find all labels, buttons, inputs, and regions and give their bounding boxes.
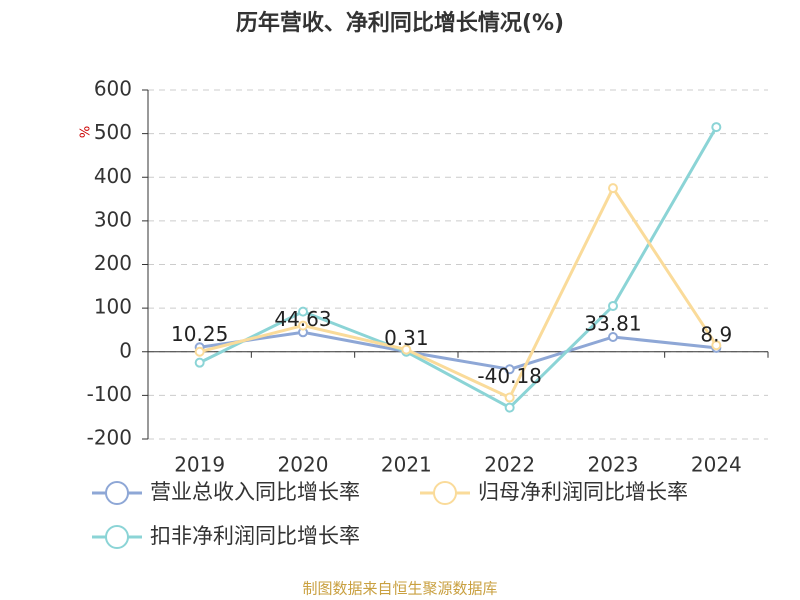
legend-marker[interactable] [433, 481, 457, 505]
data-label: 33.81 [584, 312, 641, 336]
data-point [504, 392, 515, 403]
data-point [194, 357, 205, 368]
data-point [608, 300, 618, 311]
legend-marker[interactable] [105, 525, 129, 549]
y-tick-label: 300 [94, 207, 132, 231]
data-point [711, 340, 722, 351]
legend-label[interactable]: 扣非净利润同比增长率 [150, 524, 360, 548]
x-tick-label: 2024 [691, 453, 742, 477]
y-tick-label: 600 [94, 77, 132, 101]
data-point [194, 346, 205, 357]
data-label: -40.18 [477, 364, 541, 388]
data-label: 0.31 [384, 326, 429, 350]
y-axis-label: % [79, 126, 94, 138]
series-line [199, 330, 717, 371]
y-tick-label: 500 [94, 120, 132, 144]
y-tick-label: 400 [94, 164, 132, 188]
x-tick-label: 2023 [588, 453, 639, 477]
data-point [504, 364, 515, 375]
data-label: 44.63 [274, 307, 331, 331]
legend-label[interactable]: 归母净利润同比增长率 [478, 480, 688, 504]
x-tick-label: 2020 [278, 453, 329, 477]
chart-title: 历年营收、净利同比增长情况(%) [236, 10, 564, 36]
legend-label[interactable]: 营业总收入同比增长率 [150, 480, 360, 504]
y-tick-label: 100 [94, 295, 132, 319]
legend-marker[interactable] [105, 481, 129, 505]
y-tick-label: -100 [87, 382, 132, 406]
y-tick-label: 200 [94, 251, 132, 275]
data-point [298, 320, 308, 331]
data-point [711, 122, 722, 133]
data-point [608, 183, 618, 194]
source-note: 制图数据来自恒生聚源数据库 [302, 580, 497, 598]
data-point [401, 344, 412, 355]
data-point [298, 306, 308, 317]
x-tick-label: 2021 [381, 453, 432, 477]
data-point [504, 402, 515, 413]
x-tick-label: 2019 [174, 453, 225, 477]
series-line [199, 185, 718, 400]
y-tick-label: 0 [119, 338, 132, 362]
y-tick-label: -200 [87, 426, 132, 450]
data-point [608, 332, 618, 343]
x-tick-label: 2022 [484, 453, 535, 477]
series-line [199, 126, 718, 410]
data-label: 8.9 [700, 322, 732, 346]
data-label: 10.25 [171, 322, 228, 346]
